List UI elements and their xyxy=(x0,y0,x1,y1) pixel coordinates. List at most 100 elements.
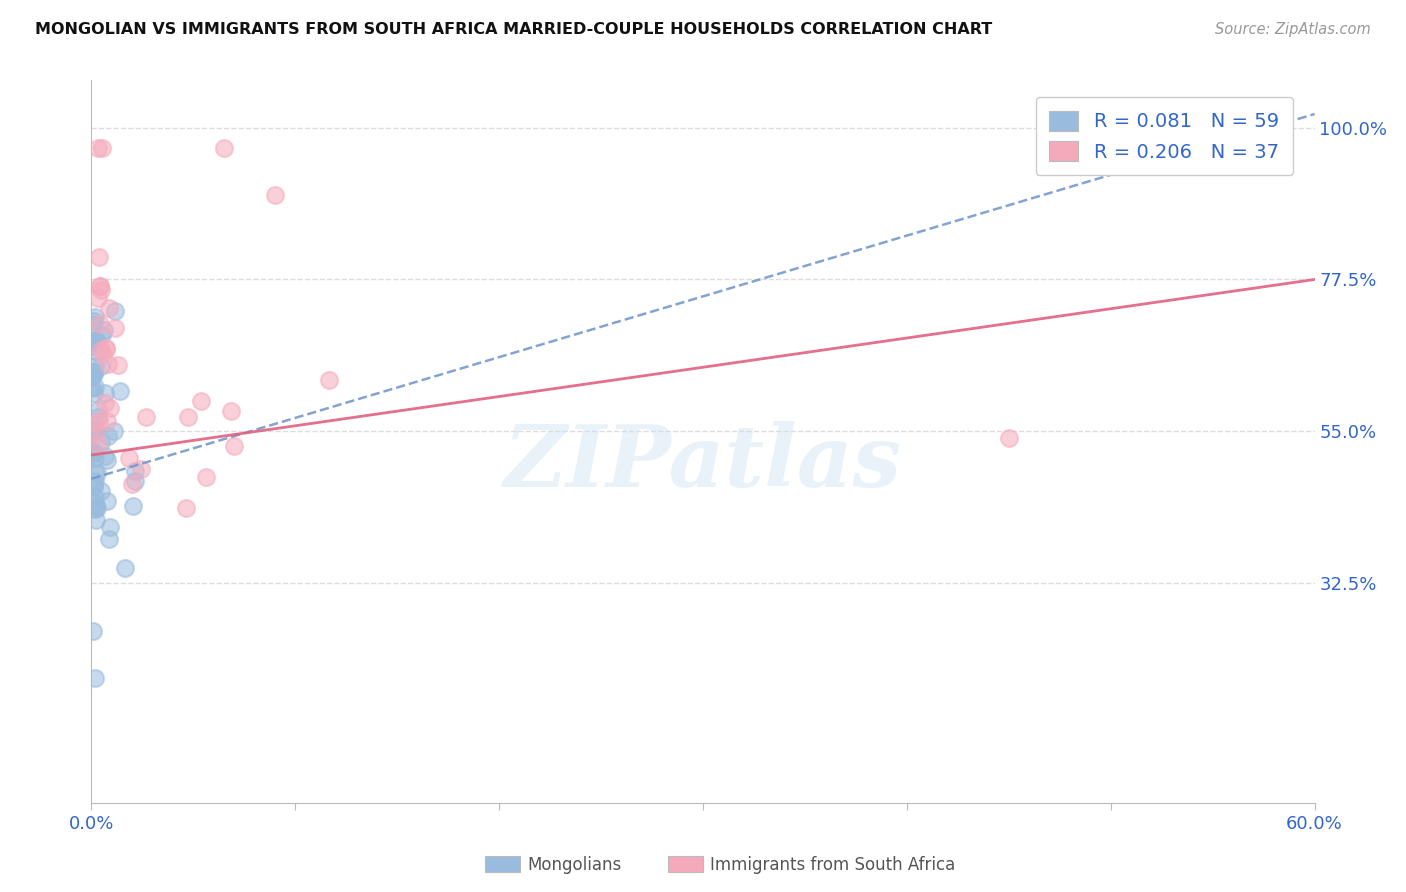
Point xyxy=(194,469,217,483)
Point xyxy=(83,474,105,488)
Point xyxy=(80,425,103,439)
Point xyxy=(87,402,110,417)
Point xyxy=(83,490,105,504)
Point xyxy=(87,250,110,264)
Point xyxy=(83,343,105,358)
Point xyxy=(104,320,127,334)
Point xyxy=(82,318,104,332)
Point xyxy=(114,561,136,575)
Point xyxy=(998,431,1021,445)
Point xyxy=(96,493,118,508)
Point xyxy=(86,291,108,305)
Point xyxy=(84,671,107,685)
Point xyxy=(82,365,104,379)
Point xyxy=(83,478,105,492)
Point xyxy=(83,380,105,394)
Point xyxy=(122,499,145,513)
Point xyxy=(89,317,111,331)
Point xyxy=(212,141,235,155)
Point xyxy=(83,480,105,494)
Point xyxy=(93,449,115,463)
Point xyxy=(82,444,104,458)
Point xyxy=(96,342,118,356)
Point xyxy=(94,386,117,401)
Point xyxy=(83,365,105,379)
Point xyxy=(224,439,246,453)
Point xyxy=(89,413,111,427)
Point xyxy=(83,367,105,381)
Point xyxy=(86,141,108,155)
Point xyxy=(83,333,105,347)
Point xyxy=(96,453,118,467)
Point xyxy=(91,347,114,361)
Point xyxy=(90,141,112,155)
Point xyxy=(94,396,117,410)
Point xyxy=(264,188,287,202)
Point xyxy=(103,425,125,439)
Text: Source: ZipAtlas.com: Source: ZipAtlas.com xyxy=(1215,22,1371,37)
Text: Immigrants from South Africa: Immigrants from South Africa xyxy=(710,856,955,874)
Point xyxy=(80,369,103,384)
Point xyxy=(84,427,107,442)
Point xyxy=(86,466,108,480)
Point xyxy=(90,343,112,357)
Point xyxy=(84,513,107,527)
Point xyxy=(97,301,120,315)
Point xyxy=(98,520,121,534)
Point xyxy=(219,403,242,417)
Point xyxy=(93,323,115,337)
Point xyxy=(318,373,340,387)
Point xyxy=(82,339,104,353)
Point xyxy=(84,465,107,479)
Point xyxy=(82,368,104,382)
Point xyxy=(83,310,105,324)
Point xyxy=(124,474,146,488)
Point xyxy=(104,304,127,318)
Point xyxy=(86,500,108,515)
Point xyxy=(83,450,105,465)
Point xyxy=(83,446,105,460)
Point xyxy=(97,429,120,443)
Point xyxy=(83,359,105,374)
Point xyxy=(84,502,107,516)
Point xyxy=(89,278,111,293)
Point xyxy=(80,448,103,462)
Point xyxy=(98,532,121,546)
Point xyxy=(90,483,112,498)
Point xyxy=(80,381,103,395)
Point xyxy=(84,334,107,349)
Point xyxy=(177,409,200,424)
Point xyxy=(118,451,141,466)
Point xyxy=(108,384,131,398)
Point xyxy=(90,359,112,374)
Point xyxy=(96,357,118,371)
Point xyxy=(84,499,107,513)
Point xyxy=(83,334,105,348)
Text: ZIPatlas: ZIPatlas xyxy=(503,421,903,505)
Point xyxy=(86,334,108,348)
Point xyxy=(83,416,105,430)
Point xyxy=(84,496,107,510)
Point xyxy=(84,422,107,436)
Point xyxy=(83,385,105,400)
Legend: R = 0.081   N = 59, R = 0.206   N = 37: R = 0.081 N = 59, R = 0.206 N = 37 xyxy=(1036,97,1292,175)
Point xyxy=(129,462,152,476)
Point xyxy=(107,358,129,372)
Point xyxy=(87,437,110,451)
Point xyxy=(98,401,121,415)
Point xyxy=(90,284,112,298)
Point xyxy=(91,328,114,343)
Point xyxy=(83,314,105,328)
Point xyxy=(90,434,112,449)
Point xyxy=(86,423,108,437)
Text: Mongolians: Mongolians xyxy=(527,856,621,874)
Point xyxy=(124,464,146,478)
Text: MONGOLIAN VS IMMIGRANTS FROM SOUTH AFRICA MARRIED-COUPLE HOUSEHOLDS CORRELATION : MONGOLIAN VS IMMIGRANTS FROM SOUTH AFRIC… xyxy=(35,22,993,37)
Point xyxy=(94,341,117,355)
Point xyxy=(82,624,104,638)
Point xyxy=(87,410,110,425)
Point xyxy=(121,476,143,491)
Point xyxy=(135,409,157,424)
Point xyxy=(190,393,212,408)
Point xyxy=(174,500,197,515)
